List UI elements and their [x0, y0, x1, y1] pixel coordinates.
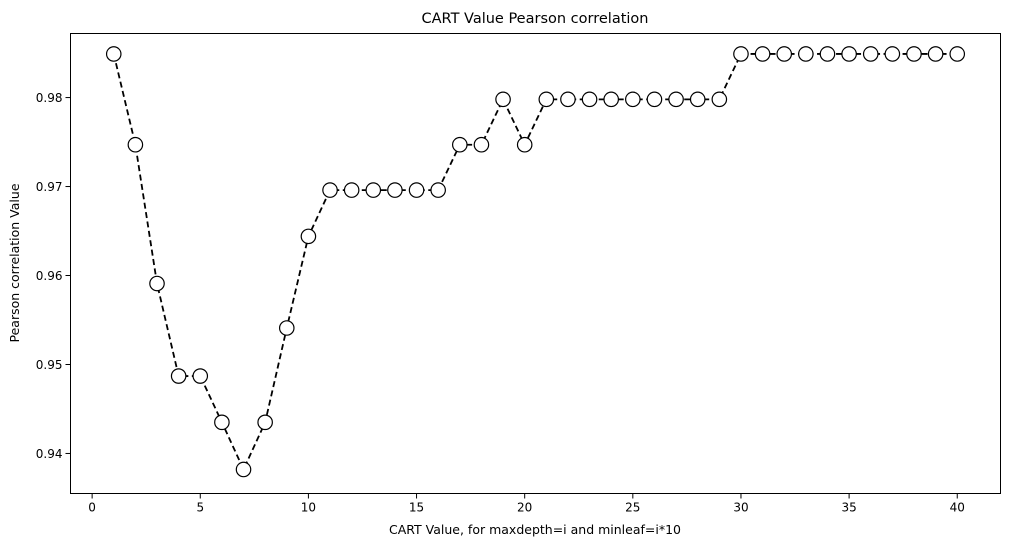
- data-point: [819, 46, 836, 62]
- data-point: [257, 414, 273, 431]
- data-point: [581, 91, 598, 108]
- x-tick-label: 0: [88, 501, 96, 515]
- x-tick-label: 10: [301, 501, 316, 515]
- series-line: [112, 53, 958, 472]
- data-point: [300, 228, 317, 245]
- data-point: [798, 46, 814, 62]
- x-tick-label: 20: [517, 501, 532, 515]
- x-tick-label: 30: [733, 501, 748, 515]
- data-point: [603, 91, 619, 108]
- data-point: [387, 182, 403, 198]
- x-tick-label: 15: [409, 501, 424, 515]
- data-point: [495, 91, 511, 108]
- x-tick-label: 35: [841, 501, 856, 515]
- y-tick-label: 0.97: [36, 180, 63, 194]
- data-point: [906, 46, 922, 62]
- data-point: [862, 46, 879, 62]
- data-point: [105, 46, 122, 62]
- data-point: [538, 91, 555, 108]
- x-axis-label: CART Value, for maxdepth=i and minleaf=i…: [389, 522, 681, 537]
- x-tick-label: 25: [625, 501, 640, 515]
- data-point: [516, 136, 533, 153]
- series-markers: [105, 46, 966, 478]
- data-point: [127, 136, 144, 153]
- y-tick-label: 0.95: [36, 358, 63, 372]
- y-axis-label: Pearson correlation Value: [7, 183, 22, 342]
- data-point: [646, 91, 663, 108]
- data-point: [192, 368, 209, 384]
- data-point: [754, 46, 771, 62]
- data-point: [322, 182, 338, 198]
- data-point: [473, 136, 490, 153]
- data-point: [343, 182, 360, 198]
- x-tick-label: 40: [950, 501, 965, 515]
- data-point: [884, 46, 901, 62]
- data-point: [214, 414, 230, 431]
- data-point: [430, 182, 446, 198]
- y-tick-label: 0.94: [36, 447, 63, 461]
- data-point: [711, 91, 728, 108]
- data-point: [668, 91, 684, 108]
- plot-area-frame: [70, 33, 1001, 494]
- data-point: [776, 46, 793, 62]
- data-point: [278, 320, 295, 336]
- y-tick-label: 0.98: [36, 91, 63, 105]
- x-axis: 0 5 10 15 20 25 30 35 40: [88, 493, 965, 515]
- data-point: [149, 275, 165, 292]
- chart-title: CART Value Pearson correlation: [422, 11, 649, 27]
- data-point: [408, 182, 425, 198]
- data-point: [365, 182, 382, 198]
- data-point: [235, 461, 252, 478]
- data-point: [927, 46, 944, 62]
- x-tick-label: 5: [196, 501, 204, 515]
- data-point: [452, 136, 468, 153]
- data-point: [625, 91, 641, 108]
- data-point: [949, 46, 966, 62]
- y-axis: 0.94 0.95 0.96 0.97 0.98: [36, 91, 71, 461]
- data-point: [689, 91, 706, 108]
- data-point: [560, 91, 576, 108]
- data-point: [170, 368, 187, 384]
- data-point: [733, 46, 749, 62]
- y-tick-label: 0.96: [36, 269, 63, 283]
- data-point: [841, 46, 857, 62]
